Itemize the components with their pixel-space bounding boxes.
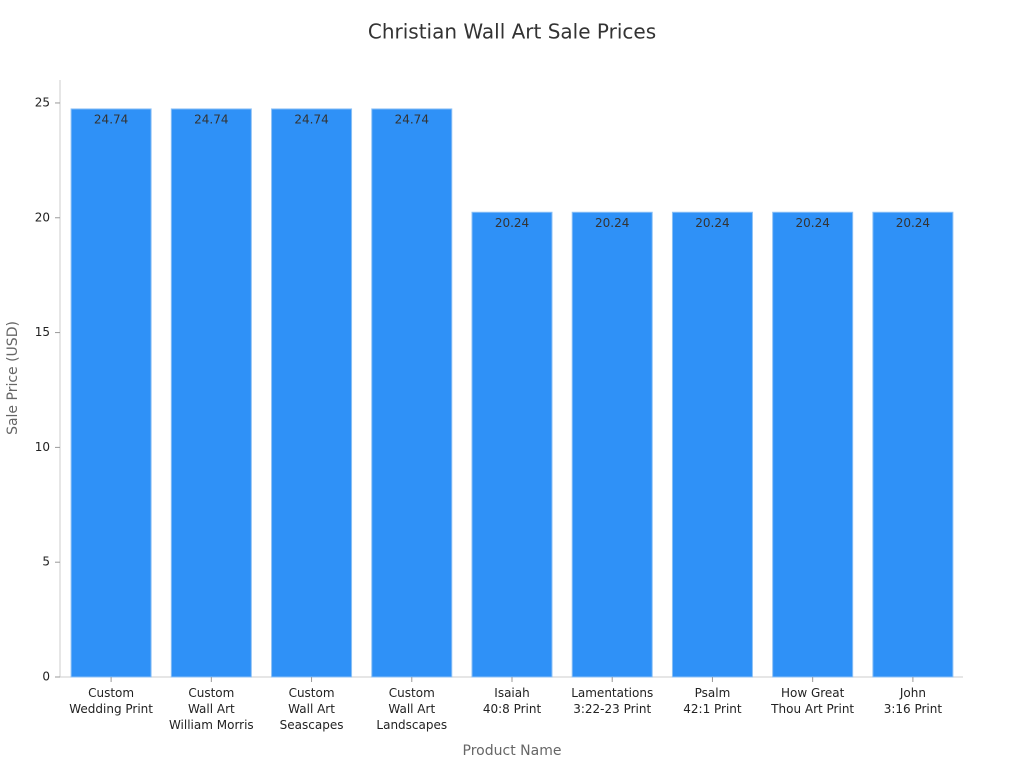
y-tick-label: 25 (35, 95, 50, 109)
x-tick-label-line: 42:1 Print (683, 702, 742, 716)
x-tick-label-line: Wall Art (288, 702, 335, 716)
bar (872, 211, 954, 678)
x-tick-label-line: Custom (289, 686, 335, 700)
x-tick-label-line: Wedding Print (69, 702, 153, 716)
x-tick-label-line: William Morris (169, 718, 254, 732)
x-tick-label-line: Wall Art (188, 702, 235, 716)
x-tick-label-line: Custom (88, 686, 134, 700)
x-tick-label: Lamentations 3:22-23 Print (571, 686, 653, 716)
bar (70, 108, 152, 678)
x-tick-label: Custom Wall Art William Morris (169, 686, 254, 732)
x-tick-label-line: Custom (188, 686, 234, 700)
y-axis-title: Sale Price (USD) (5, 321, 21, 435)
x-axis-title: Product Name (463, 743, 562, 759)
bar (671, 211, 753, 678)
y-tick-label: 15 (35, 325, 50, 339)
x-tick-label: Isaiah 40:8 Print (483, 686, 542, 716)
x-tick-label-line: Psalm (695, 686, 731, 700)
value-label: 24.74 (94, 112, 128, 126)
y-tick-label: 10 (35, 440, 50, 454)
bar (471, 211, 553, 678)
bar (170, 108, 252, 678)
x-tick-label: How Great Thou Art Print (770, 686, 854, 716)
x-tick-label-line: Lamentations (571, 686, 653, 700)
y-tick-label: 20 (35, 210, 50, 224)
x-tick-label: Custom Wedding Print (69, 686, 153, 716)
value-label: 24.74 (294, 112, 328, 126)
x-tick-label-line: 40:8 Print (483, 702, 542, 716)
x-tick-label-line: 3:16 Print (884, 702, 943, 716)
y-tick-label: 0 (42, 670, 50, 684)
x-tick-label-line: Landscapes (376, 718, 447, 732)
x-tick-label: Psalm 42:1 Print (683, 686, 742, 716)
chart-title: Christian Wall Art Sale Prices (368, 20, 656, 44)
bar (571, 211, 653, 678)
x-tick-label-line: Isaiah (494, 686, 529, 700)
bar (271, 108, 353, 678)
x-tick-label: Custom Wall Art Landscapes (376, 686, 447, 732)
x-tick-label-line: Wall Art (388, 702, 435, 716)
bar (772, 211, 854, 678)
y-tick-label: 5 (42, 555, 50, 569)
x-tick-label-line: 3:22-23 Print (573, 702, 651, 716)
value-label: 20.24 (896, 216, 930, 230)
x-tick-label-line: John (899, 686, 926, 700)
x-tick-label-line: Seascapes (280, 718, 344, 732)
value-label: 24.74 (395, 112, 429, 126)
value-label: 20.24 (795, 216, 829, 230)
value-label: 20.24 (695, 216, 729, 230)
bar (371, 108, 453, 678)
x-tick-label-line: Custom (389, 686, 435, 700)
x-tick-label: John 3:16 Print (884, 686, 943, 716)
x-tick-label: Custom Wall Art Seascapes (280, 686, 344, 732)
value-label: 24.74 (194, 112, 228, 126)
value-label: 20.24 (595, 216, 629, 230)
value-label: 20.24 (495, 216, 529, 230)
x-tick-label-line: Thou Art Print (770, 702, 854, 716)
x-tick-label-line: How Great (781, 686, 845, 700)
